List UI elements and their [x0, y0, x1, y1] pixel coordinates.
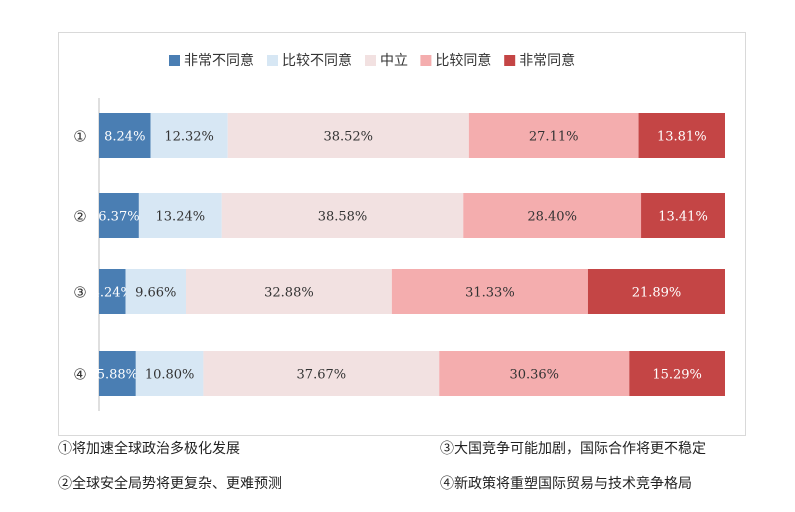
data-label: 28.40% — [527, 210, 577, 225]
category-tick-label: ② — [73, 208, 86, 226]
legend-label: 非常同意 — [519, 52, 575, 69]
data-label: 27.11% — [529, 130, 579, 145]
data-label: 5.88% — [97, 368, 138, 383]
bar-segment — [439, 351, 630, 396]
footnote-2: ②全球安全局势将更复杂、更难预测 — [58, 476, 282, 492]
category-tick-label: ③ — [73, 284, 86, 302]
legend-label: 非常不同意 — [184, 52, 254, 69]
data-label: 4.24% — [92, 286, 133, 301]
data-label: 13.41% — [658, 210, 708, 225]
data-label: 13.24% — [156, 210, 206, 225]
bar-segment — [125, 269, 187, 314]
legend-swatch — [169, 55, 180, 66]
chart-frame: 非常不同意 比较不同意 中立 比较同意 非常同意 ① 8.24% 12.32% 38.52% 27… — [58, 32, 746, 436]
legend-label: 中立 — [380, 53, 408, 69]
data-label: 31.33% — [465, 286, 515, 301]
stacked-bar-chart: 非常不同意 比较不同意 中立 比较同意 非常同意 ① 8.24% 12.32% 38.52% 27… — [73, 52, 725, 411]
data-label: 12.32% — [164, 130, 214, 145]
bar-segment — [391, 269, 588, 314]
data-label: 10.80% — [145, 368, 195, 383]
bar-segment — [99, 269, 126, 314]
bar-segment — [629, 351, 725, 396]
bar-segment — [99, 351, 136, 396]
data-label: 9.66% — [135, 286, 176, 301]
data-label: 32.88% — [264, 286, 314, 301]
data-label: 38.52% — [323, 130, 373, 145]
bar-segment — [468, 113, 639, 158]
legend-swatch — [420, 55, 432, 66]
footnote-3: ③大国竞争可能加剧，国际合作将更不稳定 — [440, 441, 706, 457]
bar-segment — [99, 193, 139, 238]
data-label: 38.58% — [318, 210, 368, 225]
legend-label: 比较不同意 — [282, 52, 352, 69]
footnote-1: ①将加速全球政治多极化发展 — [58, 441, 240, 457]
legend-swatch — [504, 55, 516, 66]
legend-swatch — [365, 55, 376, 66]
bar-segment — [638, 113, 725, 158]
footnote-4: ④新政策将重塑国际贸易与技术竞争格局 — [440, 476, 692, 492]
category-tick-label: ① — [73, 128, 86, 146]
data-label: 8.24% — [104, 130, 145, 145]
bar-segment — [641, 193, 725, 238]
bar-segment — [138, 193, 222, 238]
data-label: 37.67% — [297, 368, 347, 383]
legend-label: 比较同意 — [435, 52, 491, 69]
bar-segment — [186, 269, 392, 314]
data-label: 13.81% — [657, 130, 707, 145]
bar-segment — [463, 193, 642, 238]
data-label: 21.89% — [632, 286, 682, 301]
data-label: 15.29% — [652, 368, 702, 383]
bar-segment — [203, 351, 440, 396]
bar-segment — [221, 193, 464, 238]
bar-segment — [587, 269, 725, 314]
bar-segment — [99, 113, 151, 158]
bar-segment — [227, 113, 469, 158]
bar-segment — [150, 113, 228, 158]
category-tick-label: ④ — [73, 366, 86, 384]
bar-segment — [135, 351, 204, 396]
legend-swatch — [267, 55, 278, 66]
data-label: 30.36% — [509, 368, 559, 383]
data-label: 6.37% — [98, 210, 139, 225]
